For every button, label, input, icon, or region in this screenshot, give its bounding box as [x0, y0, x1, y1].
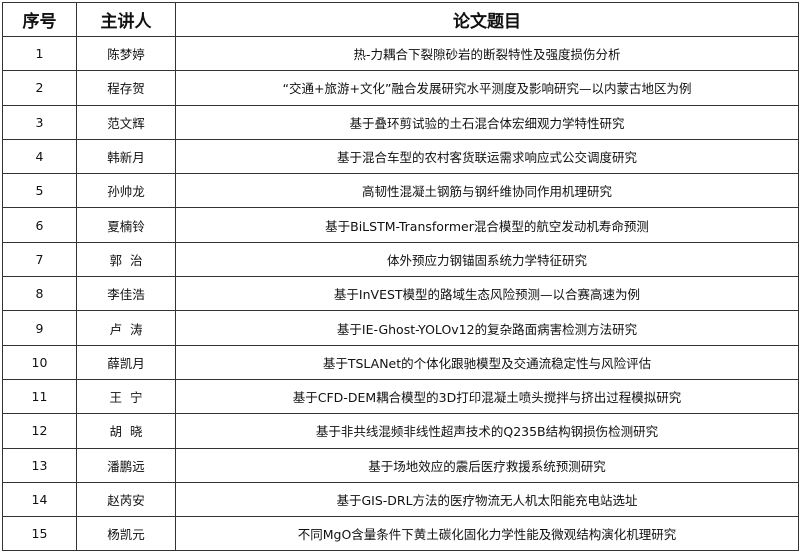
row-number: 13	[2, 447, 77, 483]
paper-title: 基于混合车型的农村客货联运需求响应式公交调度研究	[175, 138, 799, 175]
row-number: 15	[2, 516, 77, 552]
paper-title: 体外预应力钢锚固系统力学特征研究	[175, 241, 799, 278]
header-speaker: 主讲人	[76, 2, 176, 37]
paper-title: 基于叠环剪试验的土石混合体宏细观力学特性研究	[175, 104, 799, 140]
row-number: 2	[2, 70, 77, 106]
row-number: 6	[2, 207, 77, 243]
table-row: 11 王 宁基于CFD-DEM耦合模型的3D打印混凝土喷头搅拌与挤出过程模拟研究	[2, 378, 799, 415]
table-row: 1 陈梦婷 热-力耦合下裂隙砂岩的断裂特性及强度损伤分析	[2, 35, 799, 72]
table-row: 14 赵芮安 基于GIS-DRL方法的医疗物流无人机太阳能充电站选址	[2, 481, 799, 518]
speaker-name: 范文辉	[76, 104, 176, 140]
table-row: 5 孙帅龙 高韧性混凝土钢筋与钢纤维协同作用机理研究	[2, 173, 799, 209]
paper-title: 基于InVEST模型的路域生态风险预测—以合赛高速为例	[175, 276, 799, 312]
speaker-name: 杨凯元	[76, 516, 176, 552]
table-row: 15 杨凯元 不同MgO含量条件下黄土碳化固化力学性能及微观结构演化机理研究	[2, 516, 799, 552]
table-row: 12 胡 晓基于非共线混频非线性超声技术的Q235B结构钢损伤检测研究	[2, 413, 799, 449]
speaker-name: 郭 治	[76, 241, 176, 278]
table-row: 13 潘鹏远 基于场地效应的震后医疗救援系统预测研究	[2, 447, 799, 483]
table-row: 8 李佳浩 基于InVEST模型的路域生态风险预测—以合赛高速为例	[2, 276, 799, 312]
header-no: 序号	[2, 2, 77, 37]
table-row: 10 薛凯月 基于TSLANet的个体化跟驰模型及交通流稳定性与风险评估	[2, 344, 799, 380]
speaker-name: 程存贺	[76, 70, 176, 106]
paper-title: 基于IE-Ghost-YOLOv12的复杂路面病害检测方法研究	[175, 310, 799, 346]
speaker-name: 赵芮安	[76, 481, 176, 518]
paper-title: 基于BiLSTM-Transformer混合模型的航空发动机寿命预测	[175, 207, 799, 243]
speaker-name: 王 宁	[76, 378, 176, 415]
row-number: 14	[2, 481, 77, 518]
row-number: 7	[2, 241, 77, 278]
paper-title: 基于TSLANet的个体化跟驰模型及交通流稳定性与风险评估	[175, 344, 799, 380]
speaker-name: 韩新月	[76, 138, 176, 175]
row-number: 10	[2, 344, 77, 380]
header-row: 序号 主讲人 论文题目	[2, 2, 799, 37]
row-number: 3	[2, 104, 77, 140]
header-title: 论文题目	[175, 2, 799, 37]
table-row: 4 韩新月 基于混合车型的农村客货联运需求响应式公交调度研究	[2, 138, 799, 175]
paper-title: 高韧性混凝土钢筋与钢纤维协同作用机理研究	[175, 173, 799, 209]
row-number: 8	[2, 276, 77, 312]
table-row: 2 程存贺 “交通+旅游+文化”融合发展研究水平测度及影响研究—以内蒙古地区为例	[2, 70, 799, 106]
paper-title: “交通+旅游+文化”融合发展研究水平测度及影响研究—以内蒙古地区为例	[175, 70, 799, 106]
row-number: 9	[2, 310, 77, 346]
row-number: 1	[2, 35, 77, 72]
paper-title: 基于CFD-DEM耦合模型的3D打印混凝土喷头搅拌与挤出过程模拟研究	[175, 378, 799, 415]
speaker-name: 孙帅龙	[76, 173, 176, 209]
row-number: 11	[2, 378, 77, 415]
speaker-name: 胡 晓	[76, 413, 176, 449]
paper-title: 基于非共线混频非线性超声技术的Q235B结构钢损伤检测研究	[175, 413, 799, 449]
paper-title: 不同MgO含量条件下黄土碳化固化力学性能及微观结构演化机理研究	[175, 516, 799, 552]
speaker-name: 潘鹏远	[76, 447, 176, 483]
paper-title: 热-力耦合下裂隙砂岩的断裂特性及强度损伤分析	[175, 35, 799, 72]
speaker-name: 薛凯月	[76, 344, 176, 380]
speaker-name: 陈梦婷	[76, 35, 176, 72]
speaker-name: 夏楠铃	[76, 207, 176, 243]
table-row: 6 夏楠铃 基于BiLSTM-Transformer混合模型的航空发动机寿命预测	[2, 207, 799, 243]
paper-title: 基于场地效应的震后医疗救援系统预测研究	[175, 447, 799, 483]
row-number: 12	[2, 413, 77, 449]
paper-title: 基于GIS-DRL方法的医疗物流无人机太阳能充电站选址	[175, 481, 799, 518]
row-number: 5	[2, 173, 77, 209]
row-number: 4	[2, 138, 77, 175]
speaker-name: 卢 涛	[76, 310, 176, 346]
speaker-name: 李佳浩	[76, 276, 176, 312]
table-row: 3 范文辉 基于叠环剪试验的土石混合体宏细观力学特性研究	[2, 104, 799, 140]
